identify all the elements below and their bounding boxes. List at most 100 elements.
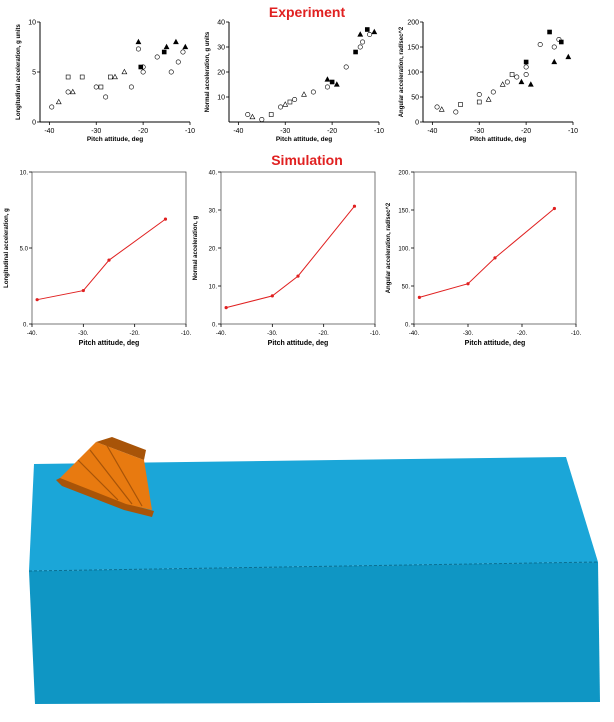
data-point-circle [135,46,141,52]
y-tick-label: 20. [209,247,218,253]
data-point-triangle [333,81,340,87]
plot-frame [220,171,376,325]
x-tick-label: -20 [138,128,148,135]
y-tick-label: 10 [28,20,36,27]
x-tick-label: -30. [267,331,278,337]
x-tick-label: -40 [427,128,437,135]
data-point [466,282,470,286]
data-point-circle [65,89,71,95]
data-point-circle [357,44,363,50]
data-point-circle [93,84,99,90]
data-point [224,306,228,310]
data-point-triangle [301,91,307,97]
chart-exp-normal: -40 -30 -20 -10 10 20 30 40 Pitch attitude, deg N… [205,20,384,144]
x-tick-label: -40. [27,331,38,337]
data-point-circle [556,36,562,42]
x-axis-label: Pitch attitude, deg [87,136,143,143]
y-tick-label: 100 [407,70,419,77]
data-point-triangle [55,98,62,105]
y-tick-label: 150. [398,209,410,215]
x-tick-label: -10 [185,128,195,135]
data-point [352,204,357,208]
data-point-circle [504,79,510,85]
x-tick-label: -20 [521,128,531,135]
data-point-circle [514,74,520,80]
data-point-circle [168,69,174,75]
x-tick-label: -20. [129,331,140,337]
y-tick-label: 0 [415,120,419,127]
plot-frame [413,171,577,325]
chart-exp-angular: -40 -30 -20 -10 0 50 100 150 200 Pitch attitude, … [399,20,578,144]
data-point-square [558,39,564,45]
block-top-face [29,457,598,571]
cone-shade-3 [105,443,143,507]
cone-shade-1 [77,459,119,501]
data-point-circle [367,31,373,37]
x-tick-label: -10. [571,331,582,337]
data-point-triangle [485,96,492,102]
data-point-circle [278,104,284,110]
x-tick-label: -40. [409,331,420,337]
data-point-circle [292,97,298,103]
y-axis-label: Angular acceleration, rad/sec^2 [399,26,405,117]
data-point-triangle [282,101,289,107]
y-tick-label: 200 [407,20,419,27]
data-point-triangle [324,76,331,82]
x-axis-label: Pitch attitude, deg [276,136,332,143]
y-tick-label: 50. [402,285,411,291]
data-point [552,206,557,211]
y-tick-label: 30. [209,209,218,215]
x-tick-label: -40 [44,128,54,135]
cone-projectile [56,437,154,517]
data-point-circle [453,109,459,115]
data-point-triangle [499,81,506,87]
series-line [419,208,555,298]
data-point-circle [259,117,265,123]
impact-scene [28,437,600,704]
x-axis-label: Pitch attitude, deg [268,340,329,347]
data-point [493,256,497,260]
y-tick-label: 10. [20,171,29,177]
data-point [81,288,85,293]
y-tick-label: 50 [411,95,419,102]
data-point-square [329,79,335,85]
chart-sim-angular: -40. -30. -20. -10. 0. 50. 100. 150. 200. Pitch a… [386,171,582,348]
data-point-circle [551,44,557,50]
series-line [226,205,355,309]
data-point [107,258,111,262]
series-line [37,218,166,301]
data-point-triangle [173,38,179,45]
y-tick-label: 10 [217,95,225,102]
data-point-square [161,49,167,55]
x-tick-label: -10 [568,128,578,135]
data-point-triangle [551,58,558,65]
x-tick-label: -30. [463,331,474,337]
data-point-circle [103,94,109,100]
data-point-triangle [135,38,142,45]
data-point-triangle [163,43,170,50]
data-point-square [98,84,104,90]
data-point-square [353,49,358,55]
x-tick-label: -30 [280,128,290,135]
data-point-triangle [371,28,378,35]
chart-sim-normal: -40. -30. -20. -10. 0. 10. 20. 30. 40. Pitch atti… [193,171,381,348]
data-point-square [65,74,71,80]
y-tick-label: 0 [32,120,36,127]
y-tick-label: 30 [217,45,225,52]
data-point [270,294,274,298]
charts-canvas: -40 -30 -20 -10 0 5 10 Pitch attitude, deg Longi… [4,20,582,348]
plot-frame [31,171,187,325]
y-tick-label: 150 [407,45,419,52]
x-tick-label: -20. [318,331,329,337]
x-tick-label: -20 [327,128,337,135]
cone-shade-2 [89,449,133,505]
data-point-circle [245,112,251,118]
x-axis-label: Pitch attitude, deg [79,340,140,347]
data-point-circle [360,39,366,45]
data-point-circle [434,104,440,110]
data-point-circle [310,89,316,95]
x-tick-label: -30 [91,128,101,135]
data-point-square [268,112,274,117]
data-point-circle [343,64,349,70]
data-point [417,295,421,299]
